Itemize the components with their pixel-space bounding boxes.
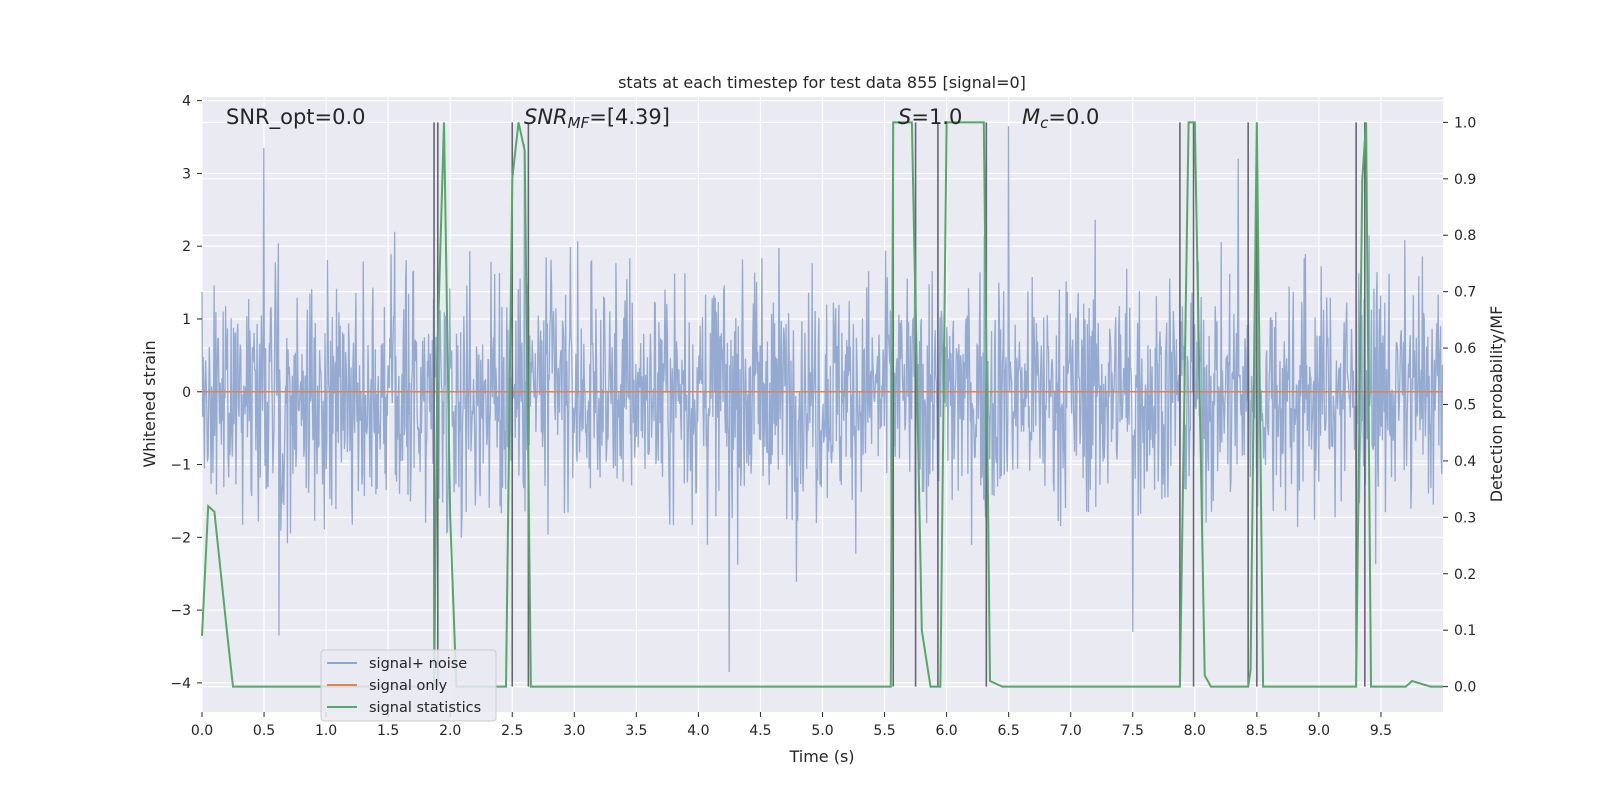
y-right-ticks: 1.0 0.9 0.8 0.7 0.6 0.5 0.4 0.3 0.2 0.1 0.0 (1443, 115, 1476, 696)
legend: signal+ noise signal only signal statist… (320, 649, 497, 722)
signal-noise-series (201, 126, 1444, 673)
x-tick-label-6: 3.0 (563, 723, 585, 739)
x-tick-label-5: 2.5 (501, 723, 523, 739)
annotation-snr-mf: SNRMF=[4.39] (524, 105, 670, 132)
y-tick-label-3: 1 (182, 312, 191, 328)
x-tick-label-16: 8.0 (1184, 723, 1206, 739)
annotation-mc: Mc=0.0 (1022, 105, 1099, 132)
y-right-tick-label-8: 0.2 (1454, 567, 1476, 583)
signal-statistics-line (201, 121, 1443, 688)
x-tick-label-18: 9.0 (1308, 723, 1330, 739)
x-tick-label-8: 4.0 (687, 723, 709, 739)
y-tick-label-4: 0 (182, 385, 191, 401)
x-tick-label-12: 6.0 (935, 723, 957, 739)
signal-noise-line (201, 126, 1444, 673)
y-axis-label: Whitened strain (140, 340, 159, 467)
x-tick-label-2: 1.0 (315, 723, 337, 739)
y-tick-label-6: −2 (170, 530, 191, 546)
x-tick-label-7: 3.5 (625, 723, 647, 739)
x-tick-label-14: 7.0 (1060, 723, 1082, 739)
legend-label-signal-noise: signal+ noise (369, 656, 467, 672)
x-tick-label-3: 1.5 (377, 723, 399, 739)
y-ticks: 4 3 2 1 0 −1 −2 −3 −4 (170, 94, 202, 692)
y-right-tick-label-7: 0.3 (1454, 510, 1476, 526)
y-right-tick-label-3: 0.7 (1454, 285, 1476, 301)
chart-title: stats at each timestep for test data 855… (618, 73, 1026, 92)
y-right-tick-label-4: 0.6 (1454, 341, 1476, 357)
y-right-tick-label-5: 0.5 (1454, 398, 1476, 414)
y-tick-label-1: 3 (182, 166, 191, 182)
legend-label-signal-only: signal only (369, 678, 448, 694)
y-right-tick-label-9: 0.1 (1454, 623, 1476, 639)
y-right-axis-label: Detection probability/MF (1487, 306, 1506, 503)
x-tick-label-0: 0.0 (191, 723, 213, 739)
x-axis-label: Time (s) (788, 747, 854, 766)
y-tick-label-5: −1 (170, 458, 191, 474)
x-tick-label-10: 5.0 (811, 723, 833, 739)
y-tick-label-2: 2 (182, 239, 191, 255)
x-tick-label-15: 7.5 (1122, 723, 1144, 739)
x-ticks: 0.0 0.5 1.0 1.5 2.0 2.5 3.0 3.5 4.0 4.5 5.0 5.5 6.0 6… (191, 712, 1392, 739)
y-right-tick-label-0: 1.0 (1454, 115, 1476, 131)
x-tick-label-19: 9.5 (1370, 723, 1392, 739)
y-right-tick-label-2: 0.8 (1454, 228, 1476, 244)
x-tick-label-1: 0.5 (253, 723, 275, 739)
annotation-s: S=1.0 (898, 105, 962, 129)
x-tick-label-13: 6.5 (998, 723, 1020, 739)
y-right-tick-label-1: 0.9 (1454, 172, 1476, 188)
y-tick-label-8: −4 (170, 676, 191, 692)
annotation-snr-opt: SNR_opt=0.0 (226, 105, 366, 130)
y-tick-label-0: 4 (182, 94, 191, 110)
x-tick-label-11: 5.5 (873, 723, 895, 739)
legend-box (320, 649, 497, 722)
legend-label-signal-statistics: signal statistics (369, 700, 481, 716)
y-tick-label-7: −3 (170, 603, 191, 619)
y-right-tick-label-6: 0.4 (1454, 454, 1476, 470)
x-tick-label-4: 2.0 (439, 723, 461, 739)
x-tick-label-9: 4.5 (749, 723, 771, 739)
signal-statistics-series (201, 121, 1443, 688)
y-right-tick-label-10: 0.0 (1454, 680, 1476, 696)
x-tick-label-17: 8.5 (1246, 723, 1268, 739)
